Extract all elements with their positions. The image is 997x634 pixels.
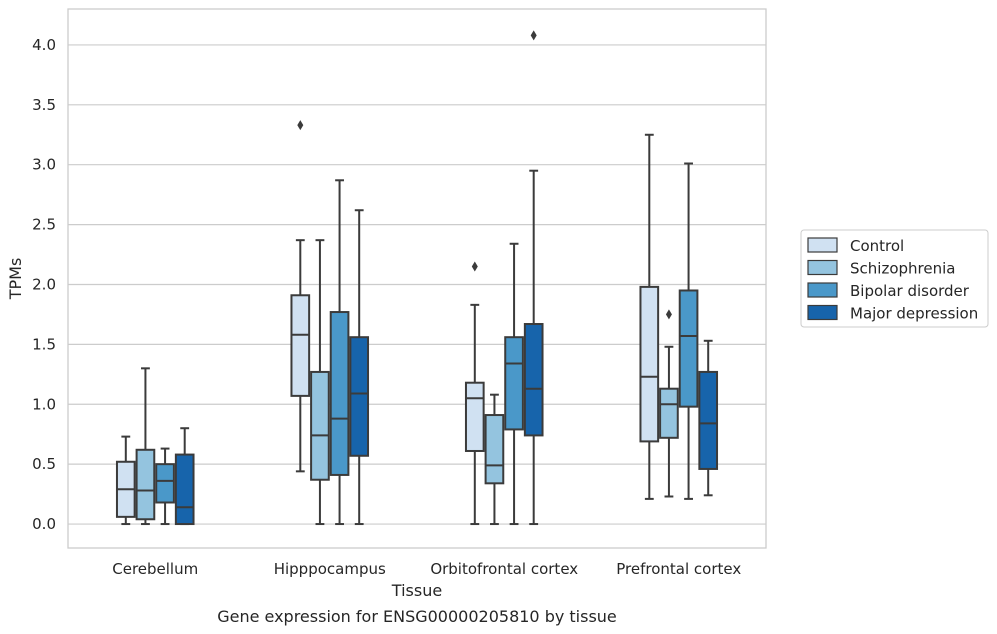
box xyxy=(290,120,311,473)
plot-frame xyxy=(67,8,767,549)
box xyxy=(639,133,660,500)
gridlines xyxy=(68,44,766,525)
box-body xyxy=(329,311,350,476)
x-axis-label: Tissue xyxy=(391,581,442,600)
box-body xyxy=(639,285,660,443)
chart-title: Gene expression for ENSG00000205810 by t… xyxy=(217,607,617,626)
box xyxy=(464,261,485,526)
y-tick-labels: 0.0 0.5 1.0 1.5 2.0 2.5 3.0 3.5 4.0 xyxy=(32,36,56,533)
box-body xyxy=(678,289,699,408)
box xyxy=(115,435,136,526)
x-tick-labels: Cerebellum Hipppocampus Orbitofrontal cort… xyxy=(112,560,741,578)
legend-swatch xyxy=(807,282,838,298)
legend-label: Schizophrenia xyxy=(850,260,955,278)
y-tick-label: 2.0 xyxy=(32,275,56,293)
box-body xyxy=(523,323,544,437)
box-body xyxy=(698,370,719,470)
box-body xyxy=(659,387,679,439)
box-body xyxy=(484,414,505,485)
box-body xyxy=(349,336,370,457)
outlier-point xyxy=(297,120,304,131)
y-axis-label: TPMs xyxy=(6,258,25,301)
y-tick-label: 3.5 xyxy=(32,96,56,114)
box-body xyxy=(504,336,524,431)
box xyxy=(310,239,330,526)
x-tick-label: Cerebellum xyxy=(112,560,198,578)
box xyxy=(135,367,156,526)
y-tick-label: 0.0 xyxy=(32,515,56,533)
box xyxy=(155,447,175,526)
legend-swatch xyxy=(807,304,838,321)
y-tick-label: 3.0 xyxy=(32,156,56,174)
legend: Control Schizophrenia Bipolar disorder Majo… xyxy=(800,229,989,328)
y-tick-label: 0.5 xyxy=(32,455,56,473)
box-body xyxy=(155,463,175,504)
outlier-point xyxy=(471,261,478,272)
box xyxy=(349,209,370,526)
box xyxy=(523,30,544,526)
box-body xyxy=(290,294,311,397)
outlier-point xyxy=(665,309,672,320)
x-tick-label: Orbitofrontal cortex xyxy=(430,560,578,578)
box xyxy=(678,162,699,500)
y-tick-label: 1.0 xyxy=(32,395,56,413)
x-tick-label: Prefrontal cortex xyxy=(616,560,741,578)
box xyxy=(504,242,524,526)
box-groups xyxy=(115,30,719,526)
legend-label: Major depression xyxy=(850,305,978,323)
legend-frame xyxy=(800,229,989,328)
legend-label: Bipolar disorder xyxy=(850,282,970,300)
box xyxy=(174,427,195,526)
legend-swatch xyxy=(807,259,838,276)
y-tick-label: 1.5 xyxy=(32,335,56,353)
legend-swatch xyxy=(807,237,838,253)
box xyxy=(329,179,350,526)
box-body xyxy=(174,453,195,526)
box xyxy=(659,309,679,498)
outlier-point xyxy=(530,30,537,41)
box-body xyxy=(464,381,485,452)
legend-label: Control xyxy=(850,237,904,255)
y-tick-label: 4.0 xyxy=(32,36,56,54)
box xyxy=(698,339,719,497)
x-tick-label: Hipppocampus xyxy=(274,560,386,578)
box-body xyxy=(135,448,156,521)
box xyxy=(484,393,505,526)
box-body xyxy=(310,370,330,481)
y-tick-label: 2.5 xyxy=(32,216,56,234)
